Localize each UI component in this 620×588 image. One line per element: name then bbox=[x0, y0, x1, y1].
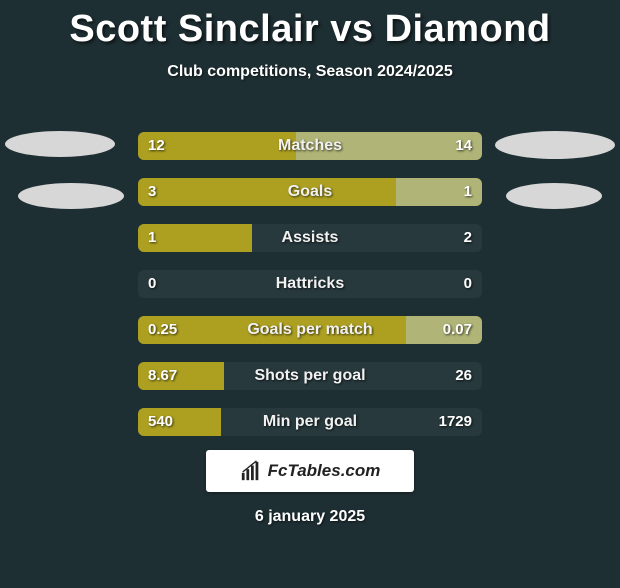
stat-row: 1214Matches bbox=[138, 132, 482, 160]
stat-value-right: 0.07 bbox=[443, 316, 472, 344]
stat-row: 31Goals bbox=[138, 178, 482, 206]
stat-value-left: 12 bbox=[148, 132, 165, 160]
stat-label: Hattricks bbox=[138, 270, 482, 298]
stat-value-right: 2 bbox=[464, 224, 472, 252]
stat-value-left: 0 bbox=[148, 270, 156, 298]
stat-value-left: 8.67 bbox=[148, 362, 177, 390]
generated-date: 6 january 2025 bbox=[0, 508, 620, 526]
avatar-oval bbox=[506, 183, 602, 209]
stat-row: 0.250.07Goals per match bbox=[138, 316, 482, 344]
logo-text: FcTables.com bbox=[268, 461, 381, 481]
fctables-logo: FcTables.com bbox=[206, 450, 414, 492]
chart-icon bbox=[240, 460, 262, 482]
avatar-oval bbox=[5, 131, 115, 157]
stat-value-right: 26 bbox=[455, 362, 472, 390]
stat-row: 0 0Hattricks bbox=[138, 270, 482, 298]
stat-row: 8.6726Shots per goal bbox=[138, 362, 482, 390]
page-title: Scott Sinclair vs Diamond bbox=[0, 8, 620, 51]
avatar-oval bbox=[495, 131, 615, 159]
stat-row: 5401729Min per goal bbox=[138, 408, 482, 436]
page-subtitle: Club competitions, Season 2024/2025 bbox=[0, 63, 620, 81]
stat-value-left: 3 bbox=[148, 178, 156, 206]
stat-value-right: 0 bbox=[464, 270, 472, 298]
stat-value-right: 14 bbox=[455, 132, 472, 160]
stat-value-right: 1729 bbox=[439, 408, 472, 436]
stat-bar-left bbox=[138, 178, 396, 206]
stat-value-right: 1 bbox=[464, 178, 472, 206]
stat-value-left: 540 bbox=[148, 408, 173, 436]
stat-value-left: 0.25 bbox=[148, 316, 177, 344]
stat-row: 12Assists bbox=[138, 224, 482, 252]
stat-value-left: 1 bbox=[148, 224, 156, 252]
stat-bar-left bbox=[138, 316, 406, 344]
stats-bar-chart: 1214Matches31Goals12Assists00Hattricks0.… bbox=[138, 132, 482, 454]
avatar-oval bbox=[18, 183, 124, 209]
